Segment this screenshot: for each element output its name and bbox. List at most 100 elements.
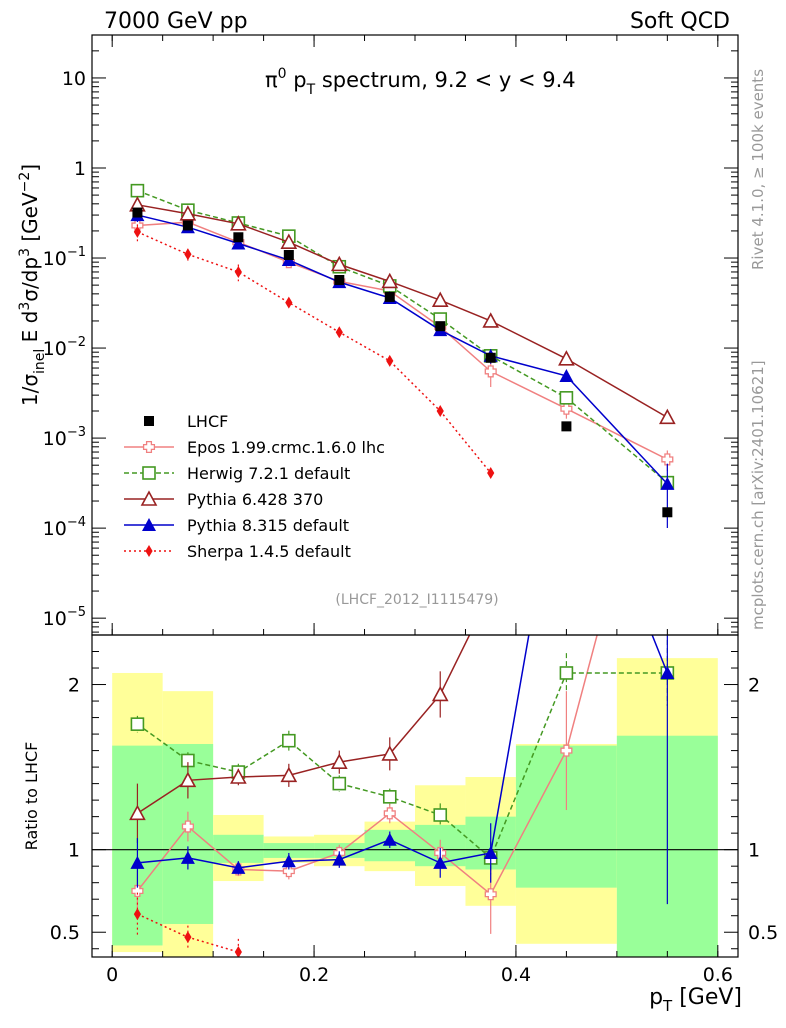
series-point xyxy=(558,350,575,366)
legend-entry: Pythia 6.428 370 xyxy=(124,490,323,509)
ratio-point xyxy=(330,753,348,769)
marker-shape xyxy=(560,402,573,415)
chart-title: π0 pT spectrum, 9.2 < y < 9.4 xyxy=(265,66,576,98)
marker-shape xyxy=(180,850,195,864)
y-tick-label: 10−1 xyxy=(43,245,86,270)
legend-label: Herwig 7.2.1 default xyxy=(187,464,350,483)
series-point xyxy=(487,466,495,479)
legend-label: Pythia 6.428 370 xyxy=(187,490,323,509)
series-point xyxy=(280,233,298,249)
ratio-axis-label: Ratio to LHCF xyxy=(22,742,41,851)
marker-shape xyxy=(184,248,192,261)
marker-shape xyxy=(184,931,192,944)
ratio-series-line xyxy=(136,672,668,860)
ratio-point xyxy=(179,771,197,788)
ratio-point xyxy=(483,845,498,859)
legend-label: Epos 1.99.crmc.1.6.0 lhc xyxy=(187,438,385,457)
ratio-point xyxy=(230,768,247,784)
marker-shape xyxy=(283,250,294,261)
legend-label: Sherpa 1.4.5 default xyxy=(187,542,351,561)
marker-shape xyxy=(332,776,347,791)
beam-energy-label: 7000 GeV pp xyxy=(104,9,248,34)
marker-shape xyxy=(132,207,143,218)
legend-marker xyxy=(142,466,156,480)
marker-shape xyxy=(140,490,158,506)
marker-shape xyxy=(559,368,574,382)
marker-shape xyxy=(660,665,675,679)
marker-shape xyxy=(435,321,446,332)
legend-entry: Sherpa 1.4.5 default xyxy=(124,542,351,561)
ratio-tick-label-right: 2 xyxy=(748,675,760,697)
series-point xyxy=(285,296,293,309)
marker-shape xyxy=(334,275,345,286)
marker-shape xyxy=(144,416,154,426)
y-tick-label: 1 xyxy=(74,158,86,180)
legend-entry: Epos 1.99.crmc.1.6.0 lhc xyxy=(124,438,385,457)
series-point xyxy=(231,236,246,250)
legend-entry: Herwig 7.2.1 default xyxy=(124,464,350,483)
legend-marker xyxy=(144,416,154,426)
marker-shape xyxy=(433,808,448,822)
marker-shape xyxy=(659,408,676,425)
ratio-point xyxy=(281,854,296,868)
process-label: Soft QCD xyxy=(630,9,730,34)
series-line xyxy=(137,189,668,484)
series-point xyxy=(431,291,449,308)
x-tick-label: 0.4 xyxy=(501,964,531,986)
y-tick-label: 10−2 xyxy=(43,335,86,360)
stat-uncertainty-band xyxy=(213,834,264,863)
ratio-point xyxy=(433,808,448,822)
marker-shape xyxy=(330,753,348,769)
x-tick-label: 0.2 xyxy=(299,964,329,986)
marker-shape xyxy=(181,820,194,833)
marker-shape xyxy=(330,255,348,272)
ratio-point xyxy=(130,717,145,731)
ratio-point xyxy=(234,946,242,957)
marker-shape xyxy=(233,232,244,243)
series-point xyxy=(560,402,573,415)
marker-shape xyxy=(484,365,497,378)
ratio-point xyxy=(484,888,497,901)
ratio-point xyxy=(332,852,347,866)
ratio-point xyxy=(282,733,296,748)
series-point xyxy=(130,183,145,198)
series-point xyxy=(559,391,574,405)
marker-shape xyxy=(145,545,153,557)
marker-shape xyxy=(381,272,399,289)
ratio-panel-series xyxy=(129,635,675,957)
marker-shape xyxy=(332,852,347,866)
marker-shape xyxy=(386,354,394,367)
lhcf-data-point xyxy=(233,232,244,243)
series-point xyxy=(484,365,497,378)
ratio-tick-label: 2 xyxy=(68,675,80,697)
series-point xyxy=(559,368,574,382)
marker-shape xyxy=(381,745,399,761)
series-point xyxy=(659,408,676,425)
series-point xyxy=(230,215,247,231)
marker-shape xyxy=(130,855,145,869)
ratio-series-line xyxy=(136,635,598,896)
legend-marker xyxy=(142,518,156,531)
ratio-tick-label: 1 xyxy=(68,840,80,862)
ratio-point xyxy=(184,931,192,944)
legend-label: LHCF xyxy=(187,412,228,431)
marker-shape xyxy=(431,291,449,308)
marker-shape xyxy=(230,768,247,784)
legend: LHCF Epos 1.99.crmc.1.6.0 lhc Herwig 7.2.1… xyxy=(124,412,385,561)
marker-shape xyxy=(234,265,242,278)
marker-shape xyxy=(484,888,497,901)
legend-marker xyxy=(140,490,158,506)
marker-shape xyxy=(129,804,146,821)
marker-shape xyxy=(383,807,396,820)
series-point xyxy=(234,265,242,278)
marker-shape xyxy=(559,666,574,680)
marker-shape xyxy=(661,453,674,466)
series-point xyxy=(381,272,399,289)
marker-shape xyxy=(133,908,142,921)
marker-shape xyxy=(130,183,145,198)
ratio-point xyxy=(433,855,448,869)
lhcf-data-point xyxy=(182,220,193,231)
x-tick-label: 0 xyxy=(106,964,118,986)
marker-shape xyxy=(142,466,156,480)
lhcf-data-point xyxy=(132,207,143,218)
